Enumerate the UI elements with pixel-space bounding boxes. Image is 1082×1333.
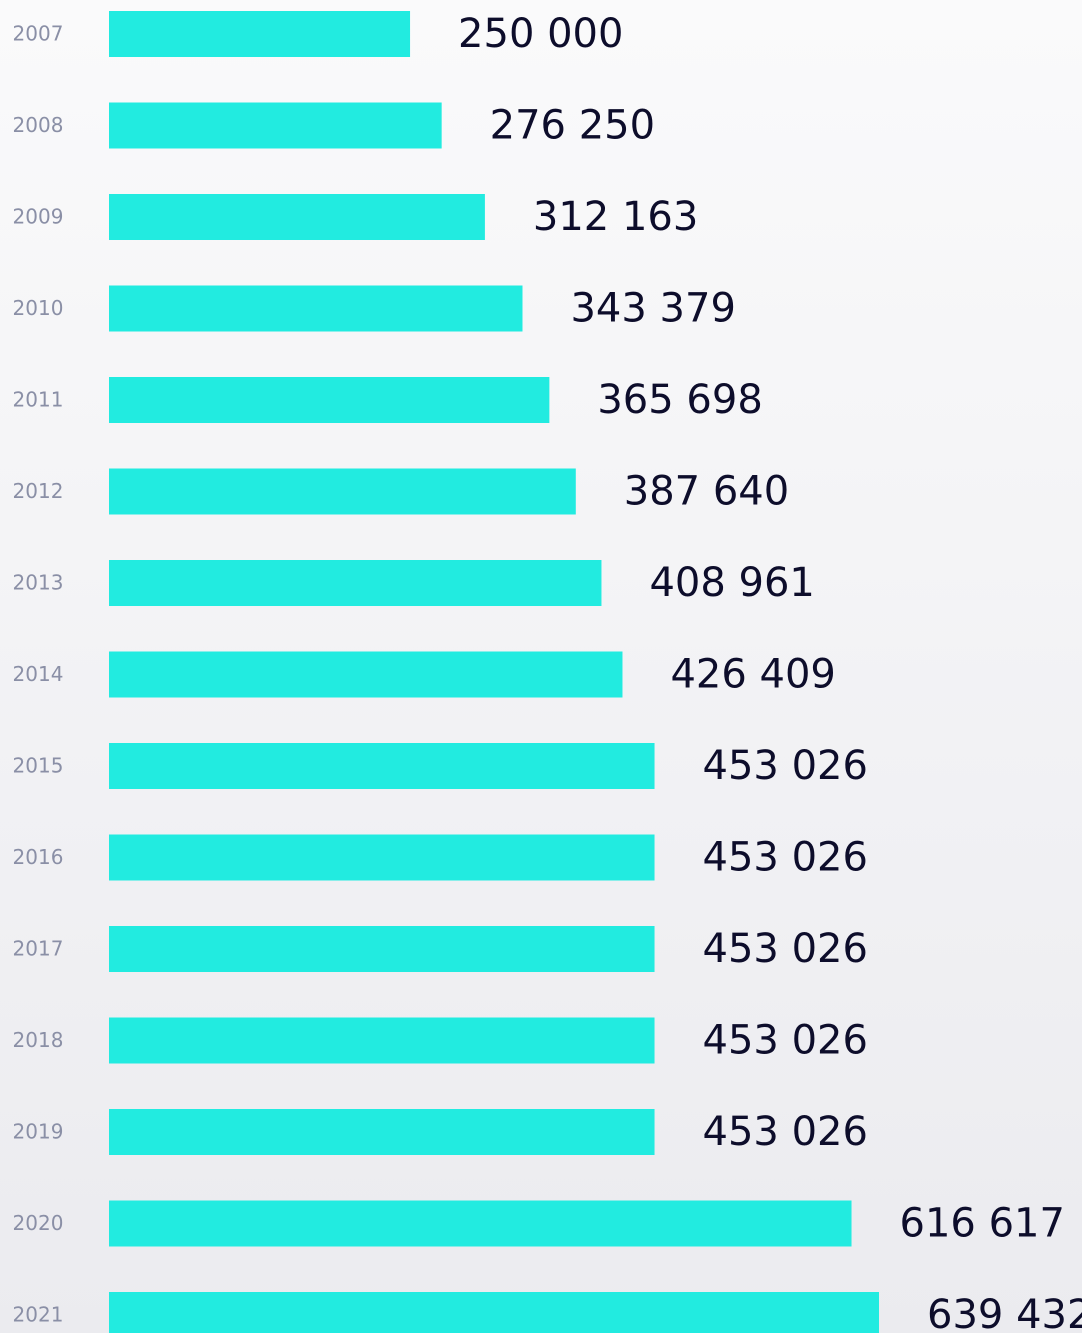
- bar: [109, 1109, 655, 1155]
- y-tick-label: 2009: [13, 205, 64, 229]
- bar: [109, 1200, 852, 1247]
- bar: [109, 1292, 879, 1333]
- value-label: 453 026: [703, 926, 868, 972]
- y-tick-label: 2007: [13, 22, 64, 46]
- value-label: 408 961: [649, 560, 814, 606]
- bar: [109, 377, 550, 423]
- y-tick-label: 2019: [13, 1120, 64, 1144]
- y-tick-label: 2020: [13, 1211, 64, 1235]
- y-tick-label: 2017: [13, 937, 64, 961]
- bar: [109, 1017, 655, 1064]
- value-label: 453 026: [703, 1018, 868, 1064]
- y-tick-label: 2013: [13, 571, 64, 595]
- y-tick-label: 2011: [13, 388, 64, 412]
- bar: [109, 468, 576, 515]
- value-label: 616 617: [900, 1201, 1065, 1247]
- y-tick-label: 2021: [13, 1303, 64, 1327]
- value-label: 343 379: [570, 286, 735, 332]
- bar: [109, 743, 655, 789]
- bar: [109, 651, 623, 698]
- value-label: 365 698: [597, 377, 762, 423]
- bar: [109, 102, 442, 149]
- y-tick-label: 2012: [13, 479, 64, 503]
- value-label: 453 026: [703, 743, 868, 789]
- bar: [109, 285, 523, 332]
- value-label: 250 000: [458, 11, 623, 57]
- value-label: 387 640: [624, 469, 789, 515]
- y-tick-label: 2016: [13, 845, 64, 869]
- y-tick-label: 2015: [13, 754, 64, 778]
- bar: [109, 560, 602, 606]
- value-label: 453 026: [703, 1109, 868, 1155]
- bar: [109, 926, 655, 972]
- y-tick-label: 2010: [13, 296, 64, 320]
- y-tick-label: 2018: [13, 1028, 64, 1052]
- value-label: 312 163: [533, 194, 698, 240]
- value-label: 453 026: [703, 835, 868, 881]
- bar: [109, 834, 655, 881]
- value-label: 276 250: [490, 103, 655, 149]
- value-label: 639 432: [927, 1292, 1082, 1333]
- bar: [109, 11, 411, 57]
- y-tick-label: 2014: [13, 662, 64, 686]
- bar: [109, 194, 485, 240]
- value-label: 426 409: [670, 652, 835, 698]
- y-tick-label: 2008: [13, 113, 64, 137]
